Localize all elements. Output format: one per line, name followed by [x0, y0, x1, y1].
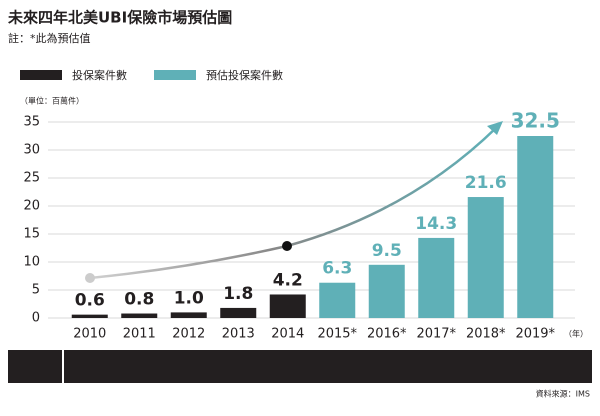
legend-label: 投保案件數 — [72, 68, 127, 82]
bar — [121, 313, 158, 318]
arrow-head — [487, 121, 503, 135]
bar — [71, 314, 108, 318]
legend-label: 預估投保案件數 — [206, 68, 283, 82]
bar — [269, 294, 306, 318]
value-label: 9.5 — [372, 241, 402, 261]
value-label: 32.5 — [511, 109, 560, 133]
bar — [418, 237, 455, 318]
labels: 2010 2011 2012 2013 2014 2015* 2016* 2017* 2018*… — [73, 109, 560, 342]
value-label: 6.3 — [322, 259, 352, 279]
y-tick-label: 0 — [32, 311, 40, 326]
trend-dot — [282, 241, 292, 251]
bar — [170, 312, 207, 318]
x-tick-label: 2012 — [172, 327, 205, 342]
x-tick-label: 2014 — [271, 327, 304, 342]
bar — [467, 197, 504, 318]
chart-subtitle: 註：*此為預估值 — [8, 31, 91, 45]
bar — [368, 264, 405, 318]
y-tick-label: 10 — [23, 255, 40, 270]
value-label: 14.3 — [415, 214, 457, 234]
value-label: 21.6 — [465, 173, 507, 193]
x-tick-label: 2013 — [222, 327, 255, 342]
y-tick-label: 35 — [23, 115, 40, 130]
value-label: 0.6 — [75, 291, 105, 311]
legend-swatch — [20, 70, 62, 80]
x-tick-label: 2010 — [73, 327, 106, 342]
value-label: 1.8 — [223, 284, 253, 304]
value-label: 4.2 — [273, 270, 303, 290]
footer-band — [64, 350, 592, 383]
bar — [220, 307, 257, 318]
x-tick-label: 2019* — [515, 327, 555, 342]
x-tick-label: 2018* — [466, 327, 506, 342]
bar — [517, 136, 554, 318]
x-tick-label: 2011 — [123, 327, 156, 342]
x-tick-label: 2016* — [367, 327, 407, 342]
footer-band — [8, 350, 62, 383]
y-tick-label: 20 — [23, 199, 40, 214]
value-label: 1.0 — [174, 288, 204, 308]
trend-dot — [85, 273, 95, 283]
bar — [319, 282, 356, 318]
x-tick-label: 2015* — [317, 327, 357, 342]
source: 資料來源：IMS — [536, 389, 590, 399]
bars — [71, 136, 554, 318]
y-tick-label: 30 — [23, 143, 40, 158]
x-unit: （年） — [564, 329, 588, 339]
y-unit: （單位：百萬件） — [20, 96, 84, 106]
y-tick-label: 5 — [32, 283, 40, 298]
legend-swatch — [154, 70, 196, 80]
chart-title: 未來四年北美UBI保險市場預估圖 — [7, 9, 232, 27]
x-tick-label: 2017* — [416, 327, 456, 342]
y-tick-label: 25 — [23, 171, 40, 186]
y-tick-label: 15 — [23, 227, 40, 242]
value-label: 0.8 — [124, 290, 154, 310]
